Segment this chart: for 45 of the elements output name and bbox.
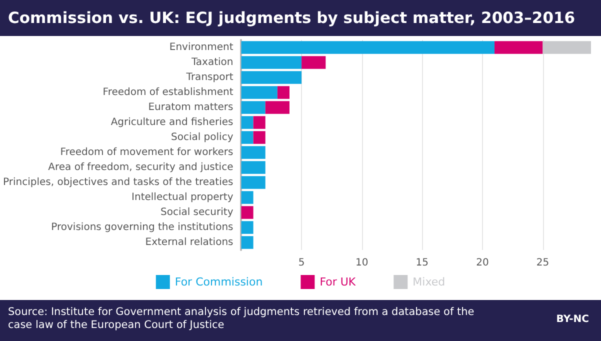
bar	[253, 116, 266, 129]
y-tick-label: Environment	[169, 42, 234, 53]
legend-label: For UK	[320, 276, 356, 288]
bar	[302, 56, 326, 69]
bar	[241, 221, 254, 234]
bar	[277, 86, 290, 99]
y-tick-label: Freedom of establishment	[102, 87, 234, 98]
y-tick-label: Taxation	[190, 57, 234, 68]
bar	[265, 101, 290, 114]
bar	[241, 101, 266, 114]
y-tick-label: Freedom of movement for workers	[60, 147, 234, 158]
bar	[494, 41, 543, 54]
y-tick-label: Area of freedom, security and justice	[48, 162, 234, 173]
y-tick-label: Social policy	[170, 132, 234, 143]
y-tick-label: Social security	[160, 207, 234, 218]
x-tick-label: 25	[536, 258, 550, 268]
legend-label: For Commission	[174, 276, 263, 288]
bar	[241, 116, 254, 129]
y-tick-label: External relations	[145, 237, 234, 248]
y-tick-label: Intellectual property	[132, 192, 234, 203]
source-note: Source: Institute for Government analysis of judgments retrieved from a database of the case law of the European Court of Justice	[8, 306, 476, 332]
bar	[241, 236, 254, 249]
bar	[241, 176, 266, 189]
bar	[542, 41, 591, 54]
x-tick-label: 20	[476, 258, 489, 268]
bar	[241, 131, 254, 144]
bar	[241, 86, 278, 99]
chart-title: Commission vs. UK: ECJ judgments by subject matter, 2003–2016	[0, 0, 601, 36]
x-tick-label: 10	[355, 258, 368, 268]
text: BY-NC	[556, 314, 589, 325]
y-tick-label: Provisions governing the institutions	[51, 222, 234, 233]
y-tick-label: Transport	[185, 72, 234, 83]
x-tick-label: 5	[298, 258, 305, 268]
bar	[241, 41, 495, 54]
bar	[241, 161, 266, 174]
bar	[241, 206, 254, 219]
x-tick-label: 15	[416, 258, 429, 268]
y-tick-label: Principles, objectives and tasks of the treaties	[3, 177, 234, 188]
bar	[241, 71, 302, 84]
bar	[253, 131, 266, 144]
y-tick-label: Euratom matters	[148, 102, 234, 113]
bar	[241, 56, 302, 69]
bar	[241, 191, 254, 204]
bar	[241, 146, 266, 159]
y-tick-label: Agriculture and fisheries	[110, 117, 234, 128]
